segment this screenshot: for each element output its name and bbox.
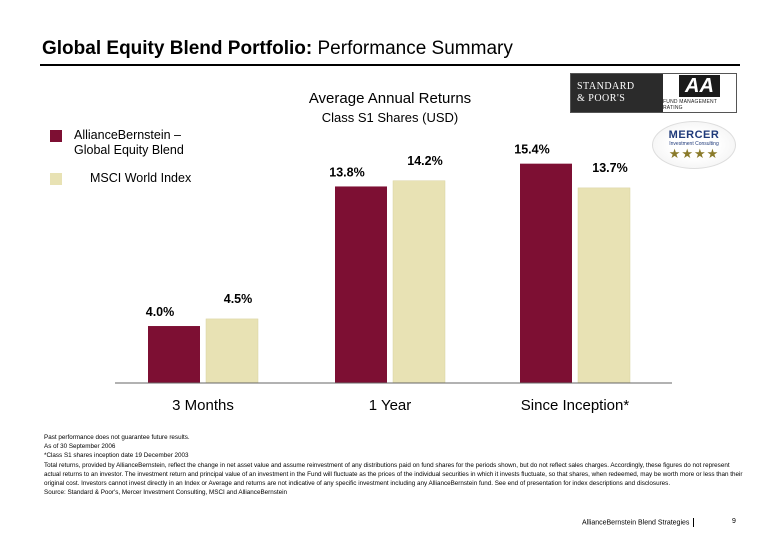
category-label-2: Since Inception* [521,397,630,414]
category-label-0: 3 Months [172,397,234,414]
legend-label-alliancebernstein: AllianceBernstein – Global Equity Blend [74,128,184,158]
bar-msci-2 [577,187,631,384]
mercer-stars-icon: ★★★★ [668,146,720,161]
footnote-line: *Class S1 shares inception date 19 Decem… [44,452,189,460]
title-rule [40,64,740,66]
mercer-name: MERCER [668,129,720,141]
data-label-alliancebernstein-0: 4.0% [146,305,175,319]
legend-item-msci: MSCI World Index [50,171,191,186]
footnote-line: Total returns, provided by AllianceBerns… [44,461,743,488]
sp-line2: & POOR'S [577,93,626,104]
bar-alliancebernstein-2 [520,163,572,383]
legend-swatch-msci [50,173,62,185]
data-label-alliancebernstein-2: 15.4% [514,143,549,157]
legend-label-line1: AllianceBernstein – [74,128,182,142]
sp-rating: AA [679,75,720,97]
data-label-msci-2: 13.7% [592,161,627,175]
footnotes: Past performance does not guarantee futu… [44,433,744,497]
footer: AllianceBernstein Blend Strategies [582,518,702,527]
legend-label-msci: MSCI World Index [90,171,192,185]
page-title-bold: Global Equity Blend Portfolio: [42,38,313,59]
chart-subtitle: Class S1 Shares (USD) [321,110,459,125]
mercer-logo: MERCER Investment Consulting ★★★★ [652,121,736,169]
data-label-alliancebernstein-1: 13.8% [329,165,364,179]
footnote-line: Past performance does not guarantee futu… [44,434,190,441]
footnote-line: As of 30 September 2006 [44,443,116,451]
standard-poors-logo: STANDARD & POOR'S AA FUND MANAGEMENT RAT… [570,73,737,113]
bars-group [148,163,631,384]
bar-alliancebernstein-0 [148,326,200,383]
footnote-line: Source: Standard & Poor's, Mercer Invest… [44,489,288,497]
bar-alliancebernstein-1 [335,186,387,383]
chart-title: Average Annual Returns [308,90,472,107]
footer-label: AllianceBernstein Blend Strategies [582,519,690,527]
data-label-msci-1: 14.2% [407,154,442,168]
bar-msci-1 [392,180,446,384]
bar-msci-0 [205,318,259,384]
sp-wordmark: STANDARD & POOR'S [571,74,663,112]
mercer-sub: Investment Consulting [669,141,719,147]
sp-line1: STANDARD [577,81,635,92]
footer-divider [693,518,695,527]
page-title-rest: Performance Summary [312,38,513,59]
data-label-msci-0: 4.5% [224,292,253,306]
page-title: Global Equity Blend Portfolio: Performan… [42,38,513,60]
legend-label-line2: Global Equity Blend [74,143,184,157]
legend-swatch-alliancebernstein [50,130,62,142]
legend-item-alliancebernstein: AllianceBernstein – Global Equity Blend [50,128,184,158]
page-number: 9 [732,518,736,525]
sp-rating-box: AA FUND MANAGEMENT RATING [663,74,736,112]
labels-group: 4.0% 4.5% 3 Months 13.8% 14.2% 1 Year 15.4% 13.… [146,143,630,414]
category-label-1: 1 Year [369,397,412,414]
sp-rating-sub: FUND MANAGEMENT RATING [663,99,718,111]
